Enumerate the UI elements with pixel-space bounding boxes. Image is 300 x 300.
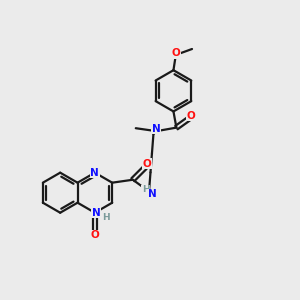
Text: N: N [92,208,101,218]
Text: O: O [142,159,151,169]
Text: N: N [91,168,99,178]
Text: N: N [152,124,161,134]
Text: O: O [171,48,180,59]
Text: N: N [148,190,156,200]
Text: H: H [142,185,149,194]
Text: O: O [187,111,195,121]
Text: H: H [102,213,110,222]
Text: O: O [91,230,99,240]
